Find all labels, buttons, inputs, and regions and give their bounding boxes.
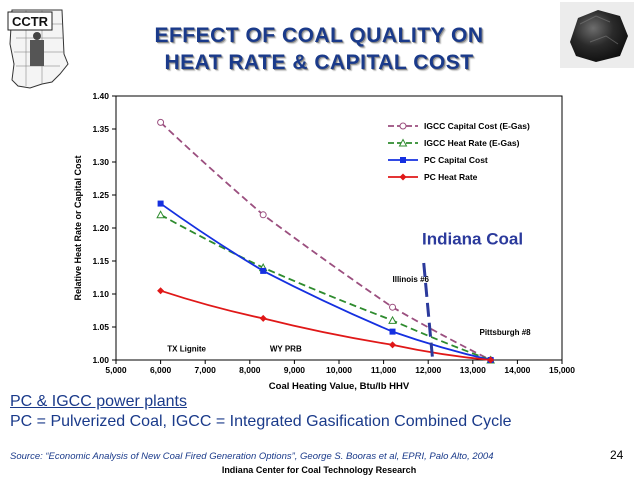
- footer-definition: PC = Pulverized Coal, IGCC = Integrated …: [10, 413, 512, 430]
- data-point: [259, 211, 267, 219]
- x-tick-label: 11,000: [371, 365, 397, 375]
- indiana-coal-label: Indiana Coal: [422, 230, 523, 249]
- legend-item: IGCC Capital Cost (E-Gas): [388, 121, 530, 131]
- y-tick-label: 1.00: [92, 355, 109, 365]
- y-tick-label: 1.30: [92, 157, 109, 167]
- data-point: [156, 210, 165, 219]
- series-line: [160, 214, 491, 361]
- legend-label: PC Heat Rate: [424, 172, 478, 182]
- data-point: [487, 356, 495, 364]
- x-tick-label: 15,000: [549, 365, 575, 375]
- data-point: [157, 118, 165, 126]
- data-point: [389, 303, 397, 311]
- data-point: [388, 315, 397, 324]
- annotation-label: Pittsburgh #8: [479, 328, 531, 337]
- x-tick-label: 13,000: [460, 365, 486, 375]
- data-point: [260, 267, 267, 274]
- data-point: [389, 328, 396, 335]
- series-line: [159, 121, 492, 361]
- center-name: Indiana Center for Coal Technology Resea…: [221, 465, 417, 475]
- y-tick-label: 1.25: [92, 190, 109, 200]
- series-pc-heat-rate: [157, 287, 495, 364]
- data-point: [399, 173, 407, 181]
- logo-text: CCTR: [12, 14, 49, 29]
- x-tick-label: 7,000: [195, 365, 217, 375]
- x-tick-label: 14,000: [504, 365, 530, 375]
- data-point: [399, 122, 407, 130]
- y-tick-label: 1.20: [92, 223, 109, 233]
- chart: 1.00 1.05 1.10 1.15 1.20 1.25 1.30 1.35 1.40 5,0…: [70, 86, 582, 392]
- legend-label: PC Capital Cost: [424, 155, 488, 165]
- data-point: [398, 138, 408, 147]
- y-tick-label: 1.15: [92, 256, 109, 266]
- y-tick-label: 1.40: [92, 91, 109, 101]
- legend-item: PC Capital Cost: [388, 155, 488, 165]
- slide-title-line-2: HEAT RATE & CAPITAL COST: [164, 51, 474, 74]
- x-axis-label: Coal Heating Value, Btu/lb HHV: [269, 381, 410, 392]
- plot-area: [115, 95, 563, 361]
- indiana-coal-line: [422, 262, 435, 361]
- x-tick-label: 10,000: [326, 365, 352, 375]
- x-tick-label: 12,000: [415, 365, 441, 375]
- annotation-label: Illinois #6: [393, 275, 430, 284]
- legend-label: IGCC Heat Rate (E-Gas): [424, 138, 520, 148]
- data-point: [157, 200, 164, 207]
- data-point: [400, 157, 406, 163]
- annotation-label: WY PRB: [270, 344, 302, 353]
- x-tick-label: 6,000: [150, 365, 172, 375]
- source-citation: Source: “Economic Analysis of New Coal F…: [10, 451, 494, 462]
- annotation-label: TX Lignite: [167, 344, 206, 353]
- page-number: 24: [610, 448, 624, 462]
- data-point: [389, 341, 397, 349]
- y-tick-label: 1.35: [92, 124, 109, 134]
- y-tick-label: 1.05: [92, 322, 109, 332]
- coal-image: [560, 2, 634, 68]
- legend-item: PC Heat Rate: [388, 172, 478, 182]
- y-tick-label: 1.10: [92, 289, 109, 299]
- y-axis-label: Relative Heat Rate or Capital Cost: [73, 155, 83, 300]
- x-tick-label: 9,000: [284, 365, 306, 375]
- series-line: [160, 289, 491, 361]
- cctr-logo: CCTR: [4, 4, 70, 90]
- data-point: [259, 314, 267, 322]
- data-point: [157, 287, 165, 295]
- legend-item: IGCC Heat Rate (E-Gas): [388, 138, 520, 148]
- legend-label: IGCC Capital Cost (E-Gas): [424, 121, 530, 131]
- footer-heading: PC & IGCC power plants: [10, 393, 187, 410]
- slide-title-line-1: EFFECT OF COAL QUALITY ON: [154, 24, 484, 47]
- series-line: [160, 202, 491, 361]
- x-tick-label: 8,000: [239, 365, 261, 375]
- x-tick-label: 5,000: [105, 365, 127, 375]
